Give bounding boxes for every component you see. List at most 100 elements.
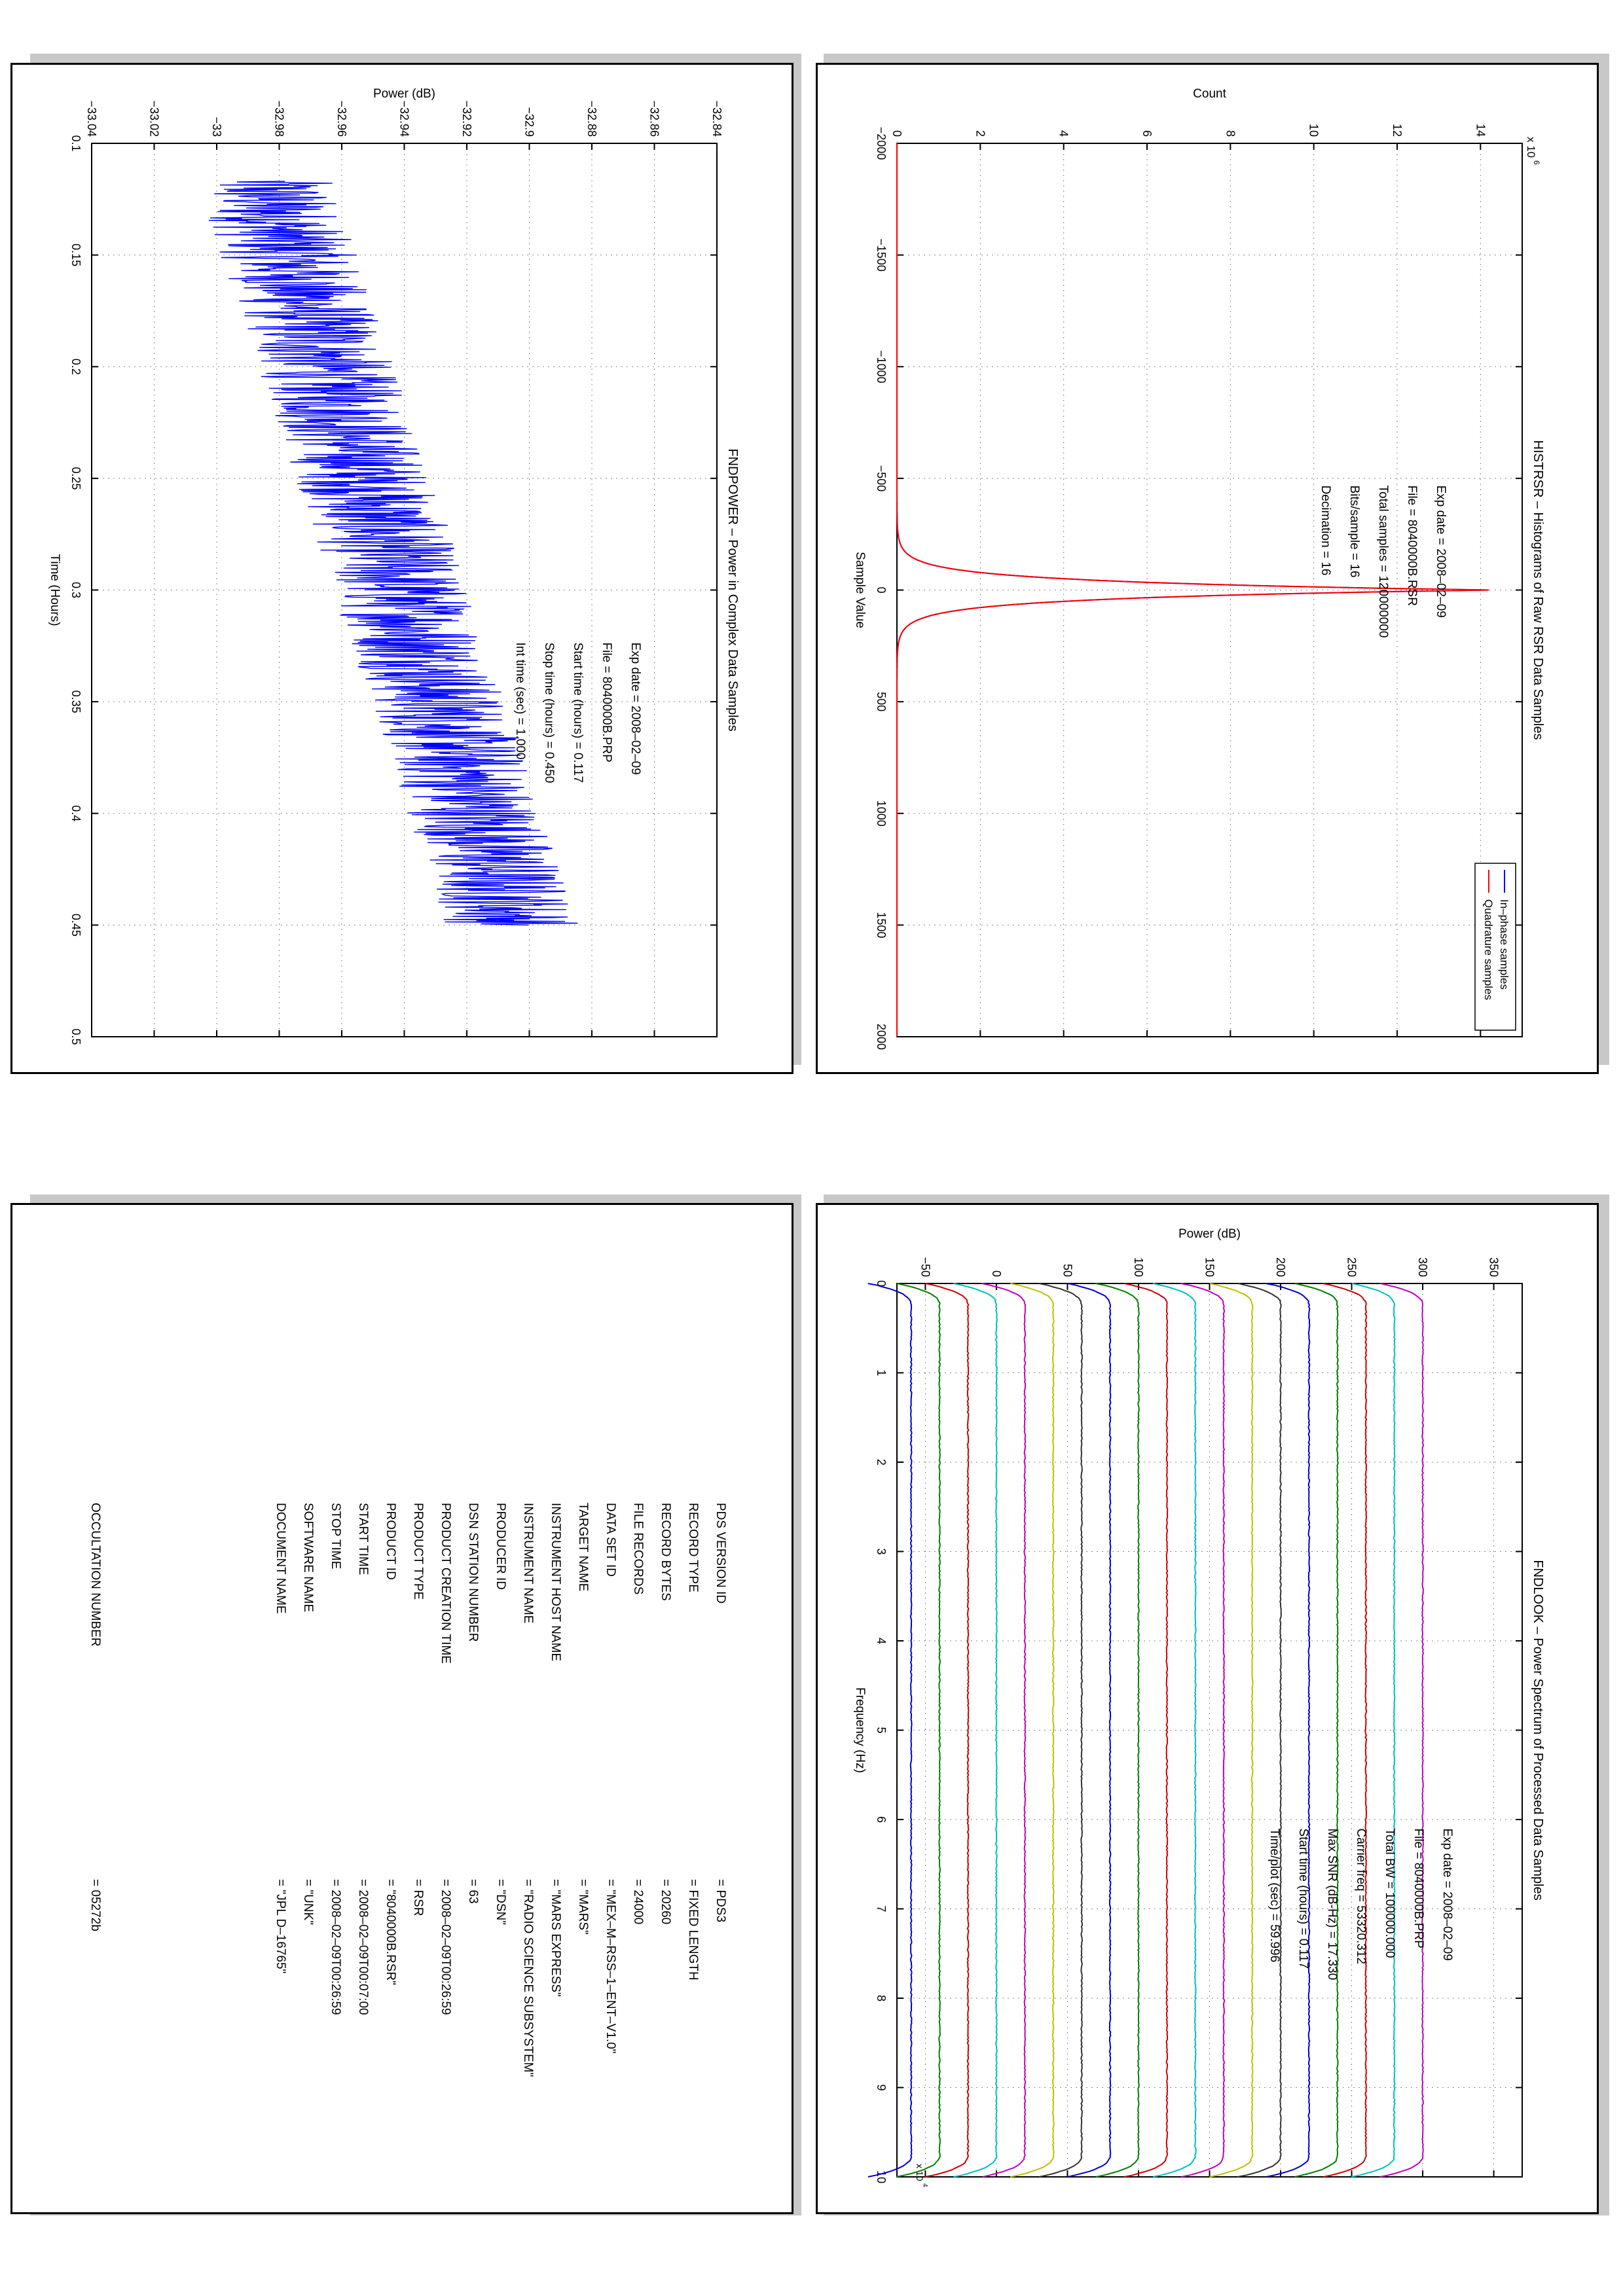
- fndlook-info-line: Carrier freq = 53320.312: [1354, 1829, 1368, 1965]
- fndpower-x-tick-label: 0.1: [69, 135, 82, 151]
- fndpower-title: FNDPOWER – Power in Complex Data Samples: [725, 448, 740, 731]
- label-row-key: STOP TIME: [329, 1503, 342, 1569]
- fndlook-series-line: [953, 1283, 998, 2178]
- fndlook-series-line: [1095, 1283, 1140, 2178]
- fndlook-series-line: [1237, 1283, 1283, 2178]
- fndpower-x-tick-label: 0.5: [69, 1028, 82, 1045]
- fndpower-info-line: File = 8040000B.PRP: [600, 643, 613, 762]
- histrsr-y-tick-label: 14: [1474, 124, 1487, 137]
- fndpower-x-tick-label: 0.2: [69, 359, 82, 375]
- fndlook-series-line: [867, 1283, 913, 2178]
- fndpower-y-tick-label: −32.98: [273, 100, 286, 137]
- label-row-key: DSN STATION NUMBER: [466, 1503, 480, 1642]
- fndlook-x-tick-label: 2: [875, 1459, 888, 1465]
- fndlook-y-tick-label: 200: [1274, 1257, 1287, 1277]
- fndlook-y-tick-label: 300: [1416, 1257, 1429, 1277]
- fndpower-series-line: [208, 181, 578, 926]
- fndpower-x-tick-label: 0.3: [69, 582, 82, 598]
- fndpower-x-tick-label: 0.35: [69, 691, 82, 713]
- label-row-value: = 2008–02–09T00:07:00: [356, 1879, 370, 2015]
- fndlook-series-line: [1209, 1283, 1254, 2178]
- fndlook-series-line: [1180, 1283, 1226, 2178]
- fndlook-x-tick-label: 5: [875, 1727, 888, 1733]
- histrsr-x-tick-label: 0: [875, 586, 888, 593]
- fndpower-y-tick-label: −33.02: [148, 100, 161, 137]
- fndpower-x-tick-label: 0.45: [69, 914, 82, 937]
- fndlook-x-tick-label: 8: [875, 1995, 888, 2001]
- fndlook-series-line: [1010, 1283, 1055, 2178]
- fndlook-series-line: [896, 1283, 941, 2178]
- fndpower-info-line: Exp date = 2008–02–09: [629, 643, 642, 775]
- fndpower-panel: 0.1 0.15 0.2 0.25 0.3 0.35 0.4 0.45 0.5 −33.04 −33…: [10, 63, 793, 1074]
- label-row-value: = 05272b: [88, 1879, 102, 1931]
- label-row-key: FILE RECORDS: [631, 1503, 645, 1594]
- histrsr-x-tick-label: 500: [875, 692, 888, 711]
- histrsr-x-tick-label: −2000: [875, 127, 888, 160]
- fndpower-chart: 0.1 0.15 0.2 0.25 0.3 0.35 0.4 0.45 0.5 −33.04 −33…: [48, 87, 740, 1045]
- fndlook-x-tick-label: 3: [875, 1548, 888, 1554]
- fndlook-series-line: [1379, 1283, 1425, 2178]
- fndlook-series-line: [1294, 1283, 1339, 2178]
- fndlook-series-line: [1351, 1283, 1396, 2178]
- fndlook-panel: 0 1 2 3 4 5 6 7 8 9 10 −50 0 50 100 150 200 250 300 350 Freq…: [816, 1203, 1599, 2214]
- label-row-key: INSTRUMENT HOST NAME: [549, 1503, 562, 1661]
- histrsr-y-tick-label: 8: [1224, 130, 1237, 137]
- fndpower-y-tick-label: −32.9: [523, 107, 536, 137]
- histrsr-plot-area: [896, 143, 1523, 1037]
- label-row-value: = 24000: [631, 1879, 645, 1924]
- label-row-value: = RSR: [411, 1879, 425, 1916]
- label-row-value: = "DSN": [494, 1879, 507, 1925]
- fndlook-y-tick-label: 350: [1487, 1257, 1501, 1277]
- fndlook-info-line: Total BW = 100000.000: [1383, 1829, 1396, 1958]
- fndlook-info-line: Start time (hours) = 0.117: [1296, 1829, 1310, 1969]
- fndlook-x-tick-label: 1: [875, 1369, 888, 1376]
- label-row-key: RECORD TYPE: [686, 1503, 700, 1592]
- histrsr-title: HISTRSR – Histograms of Raw RSR Data Sam…: [1531, 440, 1545, 740]
- label-row-value: = PDS3: [714, 1879, 727, 1922]
- label-row-key: RECORD BYTES: [659, 1503, 672, 1601]
- fndlook-x-tick-label: 6: [875, 1816, 888, 1823]
- label-row-key: TARGET NAME: [576, 1503, 590, 1591]
- fndlook-series-line: [1266, 1283, 1311, 2178]
- fndlook-y-axis-label: Power (dB): [1178, 1227, 1241, 1241]
- histrsr-legend-label: In–phase samples: [1498, 899, 1510, 990]
- fndlook-info-line: Max SNR (dB-Hz) = 17.330: [1325, 1829, 1339, 1981]
- fndpower-y-tick-label: −32.92: [460, 100, 473, 137]
- fndlook-y-tick-label: 100: [1132, 1257, 1145, 1277]
- fndlook-y-tick-label: 50: [1061, 1264, 1074, 1277]
- fndlook-series-line: [1067, 1283, 1112, 2178]
- label-row-value: = "JPL D–16765": [274, 1879, 287, 1973]
- fndlook-title: FNDLOOK – Power Spectrum of Processed Da…: [1531, 1560, 1545, 1900]
- fndlook-series-line: [924, 1283, 970, 2178]
- fndlook-info-line: File = 8040000B.PRP: [1412, 1829, 1425, 1948]
- fndpower-info-line: Int time (sec) = 1.000: [513, 643, 527, 760]
- histrsr-y-tick-label: 10: [1307, 124, 1321, 137]
- histrsr-x-tick-label: 1000: [875, 800, 888, 827]
- label-row-value: = "MARS": [576, 1879, 590, 1935]
- fndpower-y-tick-label: −33.04: [85, 100, 98, 137]
- histrsr-y-multiplier: x 10: [1525, 137, 1537, 158]
- fndlook-series-line: [981, 1283, 1027, 2178]
- fndlook-info-line: Time/plot (sec) = 59.996: [1267, 1829, 1281, 1963]
- histrsr-info-line: File = 8040000B.RSR: [1405, 486, 1419, 606]
- fndlook-series-line: [1152, 1283, 1197, 2178]
- fndlook-x-multiplier: x 10: [915, 2164, 925, 2181]
- histrsr-y-tick-label: 0: [890, 130, 903, 137]
- label-row-key: SOFTWARE NAME: [301, 1503, 315, 1612]
- histrsr-x-axis-label: Sample Value: [853, 552, 867, 628]
- fndpower-x-tick-label: 0.4: [69, 805, 82, 821]
- fndpower-y-tick-label: −32.94: [398, 100, 411, 137]
- fndlook-series-line: [1038, 1283, 1084, 2178]
- label-row-value: = "MARS EXPRESS": [549, 1879, 562, 1997]
- fndpower-y-tick-label: −32.88: [585, 100, 598, 137]
- histrsr-x-tick-label: 1500: [875, 912, 888, 938]
- fndpower-x-tick-label: 0.25: [69, 467, 82, 490]
- label-row-key: PRODUCT CREATION TIME: [439, 1503, 452, 1664]
- label-row-value: = "RADIO SCIENCE SUBSYSTEM": [521, 1879, 535, 2077]
- fndlook-x-multiplier-exp: 4: [921, 2183, 928, 2187]
- fndpower-y-tick-label: −32.86: [648, 100, 661, 137]
- histrsr-y-tick-label: 6: [1140, 130, 1154, 137]
- histrsr-y-axis-label: Count: [1193, 87, 1226, 101]
- fndlook-x-tick-label: 0: [875, 1280, 888, 1287]
- label-row-key: DATA SET ID: [604, 1503, 617, 1577]
